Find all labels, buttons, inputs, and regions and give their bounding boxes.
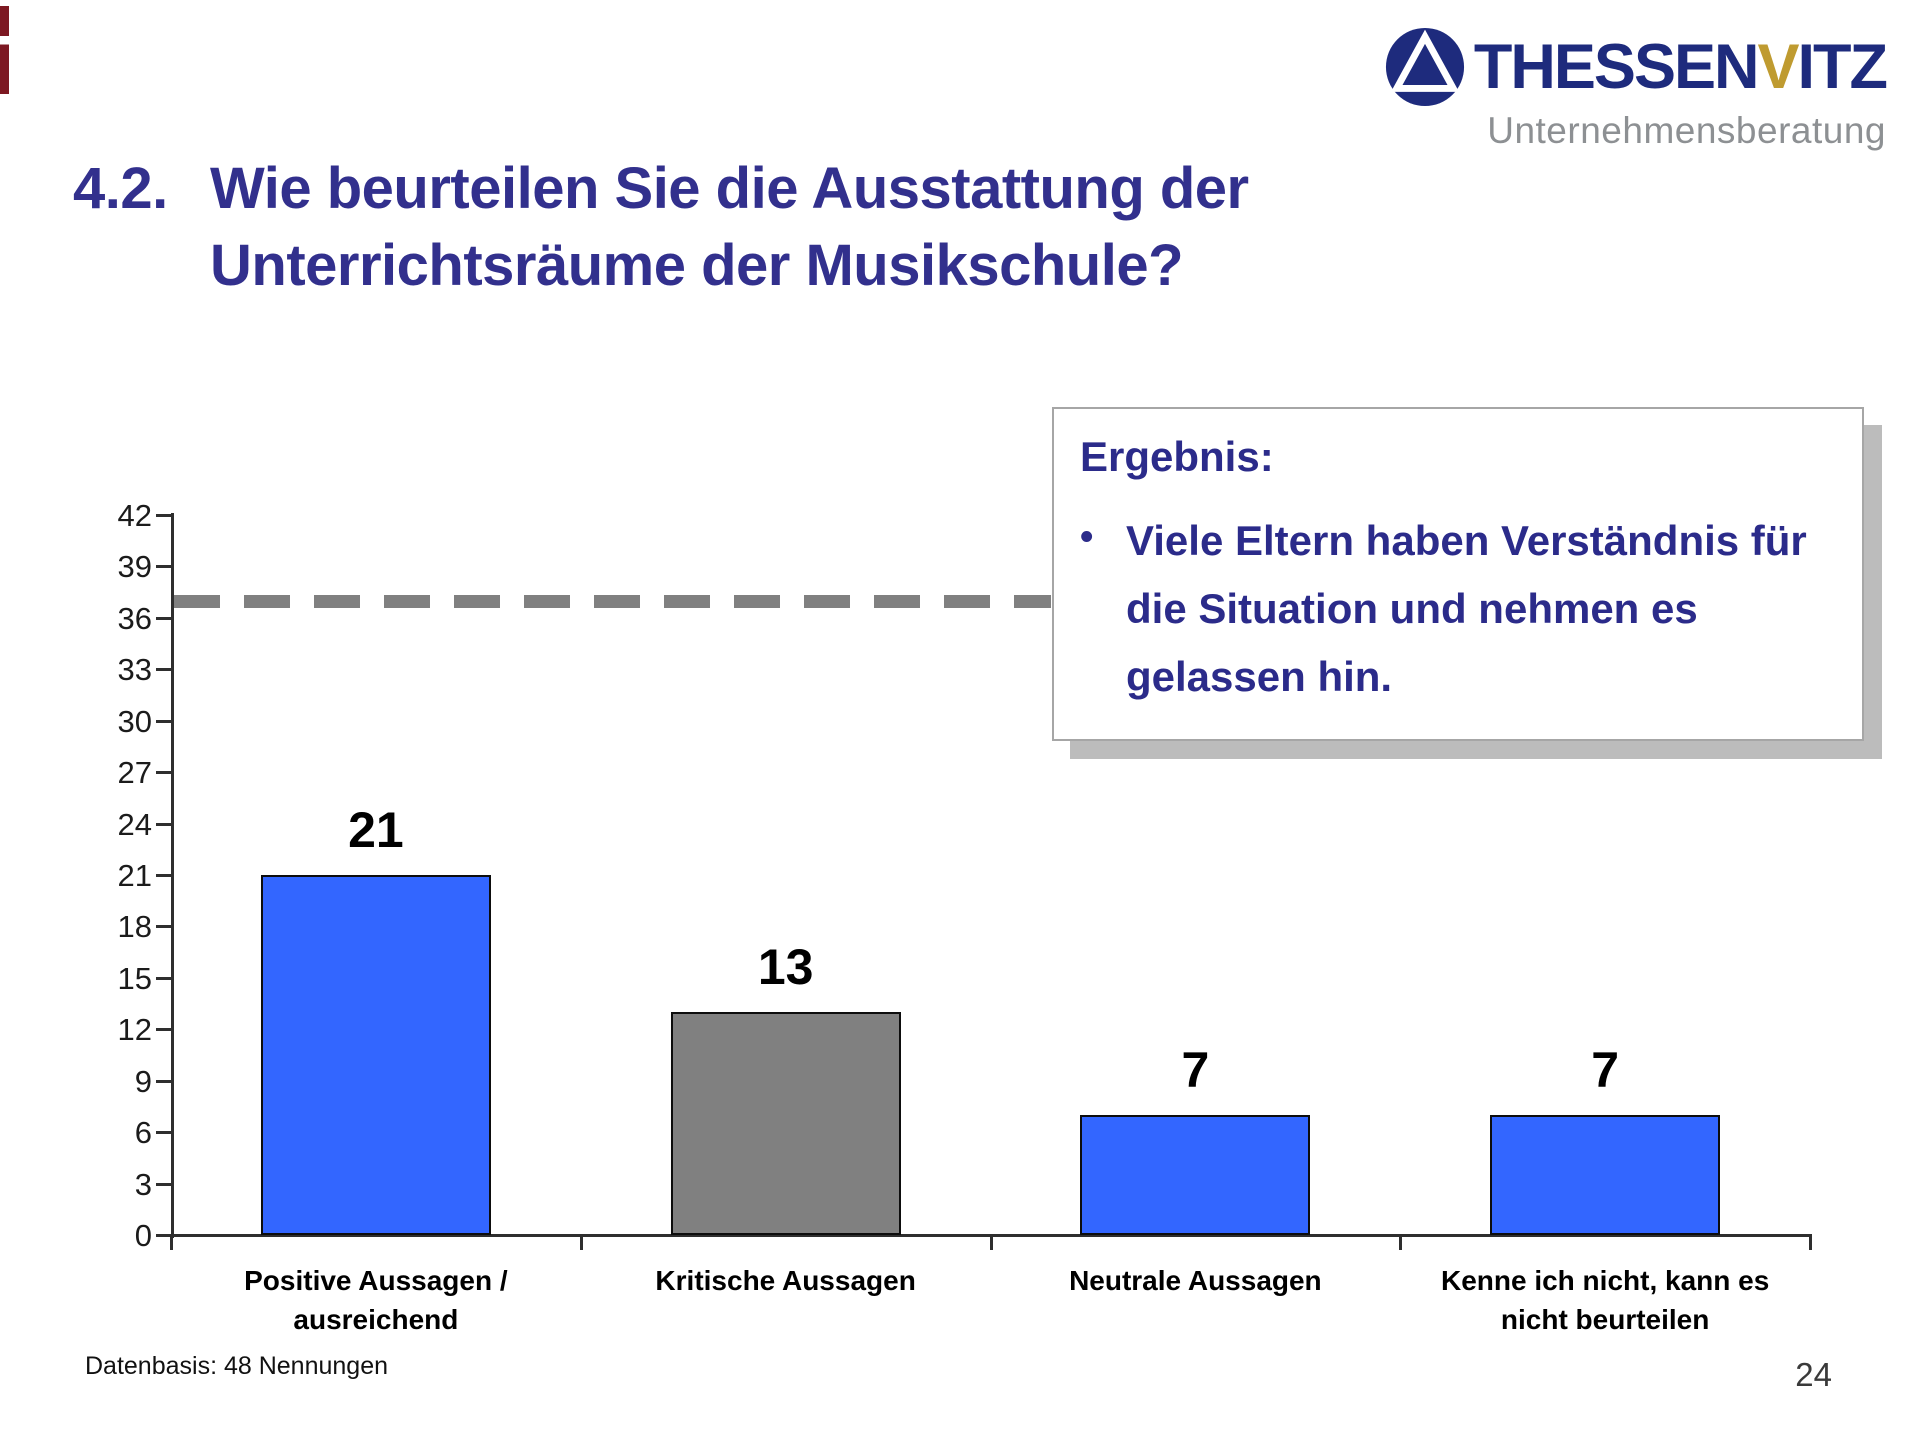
page-title: 4.2. Wie beurteilen Sie die Ausstattung … — [73, 150, 1403, 304]
logo-wordmark-suffix: ITZ — [1797, 31, 1888, 102]
y-tick-mark — [156, 1234, 171, 1237]
logo-wordmark: THESSENVITZ — [1474, 35, 1888, 99]
y-tick-label: 33 — [117, 652, 152, 688]
triangle-circle-logo-icon — [1385, 27, 1464, 107]
y-tick-label: 24 — [117, 806, 152, 842]
y-tick-label: 9 — [134, 1063, 152, 1099]
logo-row: THESSENVITZ — [1384, 26, 1888, 108]
page-number: 24 — [1795, 1356, 1832, 1393]
y-tick-label: 0 — [134, 1218, 152, 1253]
x-category-label-line: Kenne ich nicht, kann es — [1440, 1265, 1770, 1296]
y-tick-label: 39 — [117, 549, 152, 585]
x-tick-mark — [1809, 1237, 1812, 1250]
ergebnis-bullet-text: Viele Eltern haben Verständnis für die S… — [1126, 517, 1807, 701]
y-tick-mark — [156, 1182, 171, 1186]
bar — [670, 1012, 901, 1235]
y-tick-label: 6 — [134, 1115, 152, 1151]
y-axis-line — [171, 513, 174, 1238]
bullet-dot-icon: • — [1080, 516, 1094, 558]
y-tick-mark — [156, 771, 171, 775]
ergebnis-heading: Ergebnis: — [1080, 433, 1274, 480]
x-category-label-line: Positive Aussagen / — [244, 1265, 508, 1296]
x-axis-line — [171, 1234, 1812, 1237]
x-category-label: Positive Aussagen / ausreichend — [171, 1262, 581, 1339]
y-tick-label: 36 — [117, 600, 152, 636]
ergebnis-box: Ergebnis: • Viele Eltern haben Verständni… — [1052, 407, 1864, 741]
bar — [1490, 1115, 1721, 1235]
y-tick-mark — [156, 976, 171, 980]
y-tick-mark — [156, 1131, 171, 1135]
y-tick-mark — [156, 719, 171, 723]
y-tick-mark — [156, 565, 171, 569]
logo-subtitle: Unternehmensberatung — [1487, 110, 1886, 151]
y-tick-label: 15 — [117, 960, 152, 996]
y-tick-mark — [156, 668, 171, 672]
y-tick-mark — [156, 822, 171, 826]
x-tick-mark — [989, 1237, 993, 1250]
x-category-label-line: nicht beurteilen — [1500, 1303, 1710, 1335]
bar-value-label: 7 — [1181, 1042, 1210, 1098]
bar — [1080, 1115, 1311, 1235]
y-tick-label: 21 — [117, 858, 152, 893]
x-tick-mark — [579, 1237, 583, 1250]
y-tick-label: 27 — [117, 755, 152, 791]
x-category-label: Kenne ich nicht, kann es nicht beurteilen — [1400, 1262, 1810, 1339]
bar-value-label: 21 — [348, 802, 404, 858]
x-tick-mark — [1399, 1237, 1403, 1250]
ergebnis-bullet-list: • Viele Eltern haben Verständnis für die … — [1080, 507, 1836, 711]
y-tick-label: 18 — [117, 909, 152, 945]
x-category-label-line: ausreichend — [293, 1303, 459, 1335]
y-tick-mark — [156, 514, 171, 517]
title-text: Wie beurteilen Sie die Ausstattung der U… — [210, 156, 1249, 299]
title-section-number: 4.2. — [73, 156, 168, 221]
logo: THESSENVITZ Unternehmensberatung — [1384, 26, 1888, 152]
y-tick-mark — [156, 925, 171, 929]
bar-value-label: 7 — [1591, 1042, 1620, 1098]
reference-dashed-line — [174, 594, 1051, 608]
x-category-label: Neutrale Aussagen — [991, 1262, 1401, 1301]
y-tick-label: 3 — [134, 1166, 152, 1202]
logo-wordmark-prefix: THESSEN — [1473, 31, 1760, 102]
logo-wordmark-accent: V — [1757, 31, 1799, 102]
y-tick-mark — [156, 1079, 171, 1083]
bar-value-label: 13 — [757, 939, 814, 996]
y-tick-label: 42 — [117, 498, 152, 533]
y-tick-mark — [156, 616, 171, 620]
slide-edge-marker — [0, 6, 9, 94]
y-tick-mark — [156, 1028, 171, 1032]
ergebnis-bullet: • Viele Eltern haben Verständnis für die … — [1080, 507, 1836, 711]
x-category-label-line: Neutrale Aussagen — [1069, 1265, 1322, 1296]
y-tick-label: 12 — [117, 1012, 152, 1048]
x-tick-mark — [170, 1237, 173, 1250]
bar — [260, 875, 491, 1235]
datenbasis-note: Datenbasis: 48 Nennungen — [85, 1352, 389, 1380]
y-tick-label: 30 — [117, 703, 152, 739]
y-tick-mark — [156, 874, 171, 877]
x-category-label-line: Kritische Aussagen — [655, 1265, 916, 1296]
x-category-label: Kritische Aussagen — [581, 1262, 991, 1301]
